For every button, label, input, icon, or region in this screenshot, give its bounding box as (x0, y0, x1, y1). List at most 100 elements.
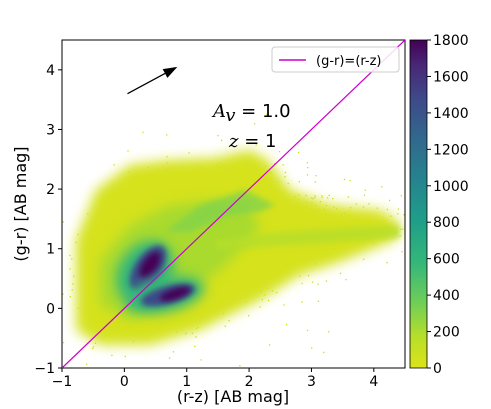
colorbar-tick-label: 1000 (433, 179, 469, 195)
scatter-point (400, 195, 402, 197)
scatter-point (276, 291, 278, 294)
upper-ridge-core (139, 252, 161, 278)
colorbar-tick-label: 200 (433, 325, 460, 341)
scatter-point (347, 196, 349, 198)
scatter-point (188, 152, 190, 154)
scatter-point (364, 189, 366, 191)
scatter-point (328, 331, 330, 333)
scatter-point (255, 144, 257, 146)
av-annotation: Av = 1.0 (211, 101, 291, 126)
scatter-point (301, 282, 303, 285)
scatter-point (345, 278, 347, 281)
scatter-point (221, 139, 223, 142)
scatter-point (166, 155, 168, 158)
scatter-point (168, 357, 171, 359)
scatter-point (314, 181, 316, 183)
scatter-point (301, 301, 303, 303)
scatter-point (363, 194, 366, 196)
horizontal-tail (215, 225, 400, 250)
scatter-point (386, 262, 388, 264)
scatter-point (368, 203, 370, 205)
scatter-point (282, 164, 284, 166)
branch-upper (165, 190, 275, 232)
arrow-head (162, 66, 178, 78)
scatter-point (299, 275, 301, 277)
x-tick-label: 1 (182, 374, 191, 390)
scatter-point (317, 283, 319, 285)
x-tick-label: 0 (120, 374, 129, 390)
colorbar-axis: 0 200 400 600 800 1000 1200 1400 1600 1800 (427, 33, 469, 377)
scatter-point (284, 176, 286, 178)
scatter-point (127, 150, 129, 152)
scatter-point (142, 131, 144, 133)
scatter-point (311, 347, 313, 349)
scatter-point (307, 166, 309, 169)
scatter-point (355, 203, 357, 205)
scatter-point (317, 300, 320, 302)
scatter-point (77, 233, 79, 236)
y-tick-label: 1 (46, 242, 55, 258)
scatter-point (314, 196, 316, 199)
scatter-point (239, 365, 241, 367)
scatter-point (298, 181, 301, 183)
colorbar (409, 39, 428, 369)
scatter-point (311, 197, 313, 199)
scatter-point (388, 199, 391, 202)
scatter-point (397, 208, 400, 210)
x-tick-label: −1 (52, 374, 73, 390)
scatter-point (399, 228, 402, 231)
legend-box (271, 46, 400, 73)
scatter-point (297, 151, 300, 154)
reference-line (62, 40, 405, 368)
scatter-point (278, 150, 281, 153)
y-tick-label: 3 (46, 122, 55, 138)
scatter-point (253, 123, 256, 125)
scatter-point (343, 178, 346, 181)
scatter-point (305, 194, 307, 197)
scatter-point (339, 272, 342, 275)
scatter-point (194, 345, 196, 348)
scatter-point (323, 351, 325, 354)
colorbar-tick-label: 400 (433, 288, 460, 304)
scatter-point (397, 213, 399, 215)
x-axis-label: (r-z) [AB mag] (177, 387, 289, 406)
scatter-point (92, 346, 95, 348)
scatter-point (273, 163, 276, 165)
y-tick-label: 0 (46, 301, 55, 317)
scatter-point (315, 175, 317, 177)
scatter-point (124, 355, 126, 358)
x-tick-label: 4 (369, 374, 378, 390)
scatter-point (399, 235, 401, 237)
scatter-point (62, 293, 64, 295)
scatter-point (381, 186, 383, 188)
colorbar-tick-label: 0 (433, 361, 442, 377)
scatter-point (228, 319, 230, 322)
scatter-point (224, 325, 226, 327)
scatter-point (217, 134, 219, 137)
scatter-point (191, 332, 194, 334)
y-tick-label: 2 (46, 182, 55, 198)
scatter-point (71, 258, 73, 260)
scatter-point (321, 195, 323, 197)
scatter-point (69, 254, 71, 257)
colorbar-tick-label: 1200 (433, 142, 469, 158)
scatter-point (283, 304, 285, 306)
scatter-point (195, 336, 197, 338)
legend-label: (g-r)=(r-z) (316, 54, 382, 69)
scatter-point (332, 197, 334, 200)
scatter-point (321, 196, 323, 199)
scatter-point (325, 280, 328, 282)
colorbar-tick-label: 1800 (433, 33, 469, 49)
scatter-point (62, 341, 65, 344)
x-tick-label: 2 (245, 374, 254, 390)
scatter-point (200, 359, 202, 361)
scatter-point (259, 306, 261, 308)
scatter-point (287, 182, 289, 185)
scatter-point (328, 194, 330, 197)
arrow-shaft (127, 72, 166, 95)
scatter-point (113, 164, 115, 166)
scatter-point (307, 274, 310, 277)
scatter-point (403, 214, 405, 216)
scatter-point (266, 113, 268, 116)
